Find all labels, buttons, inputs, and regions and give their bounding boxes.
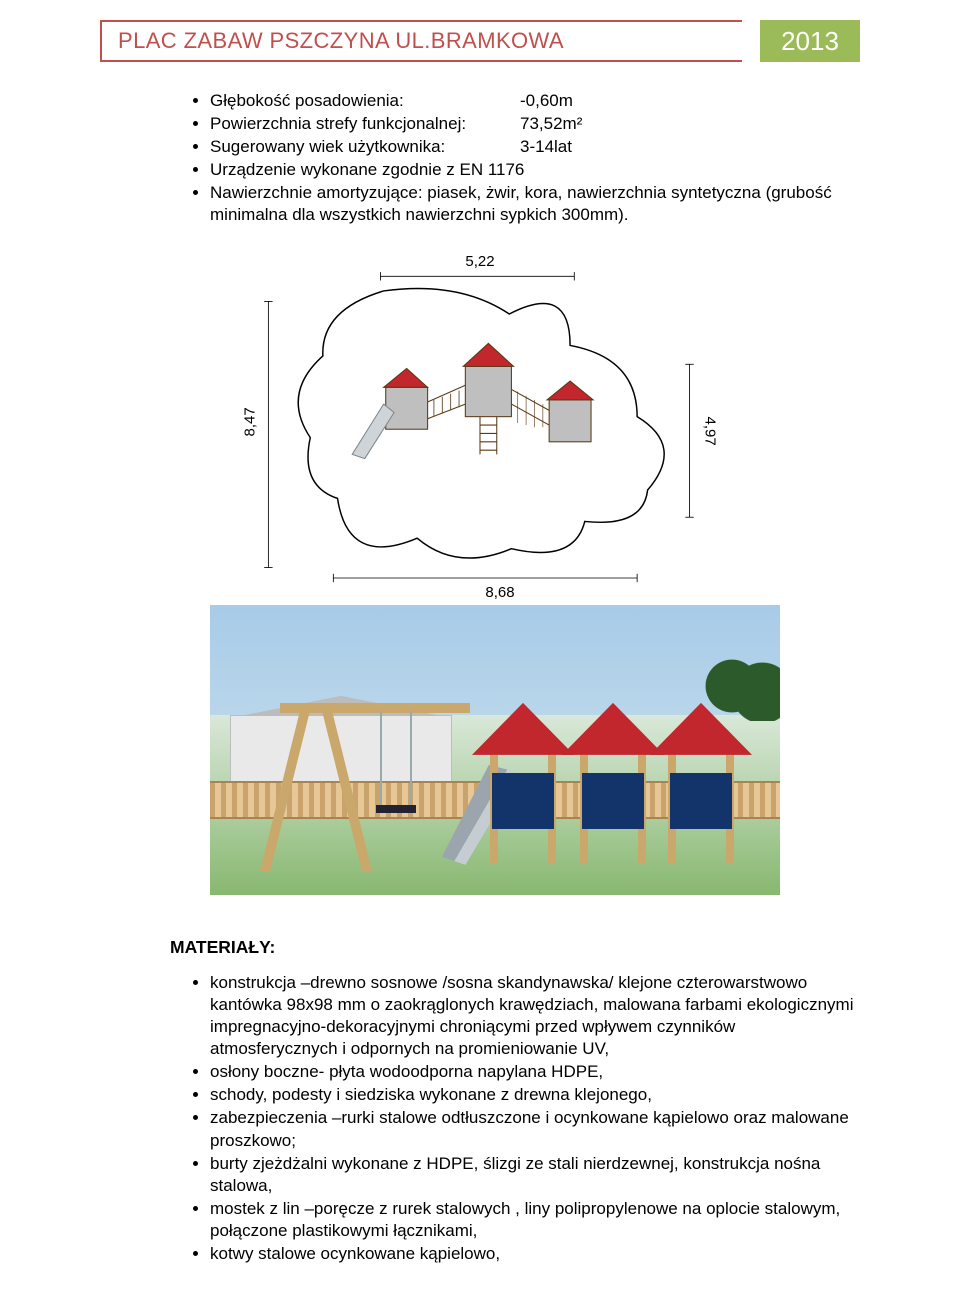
materials-item: zabezpieczenia –rurki stalowe odtłuszczo… bbox=[210, 1107, 860, 1151]
header-year-value: 2013 bbox=[781, 26, 839, 57]
plan-diagram: 5,22 8,47 bbox=[240, 253, 720, 601]
dim-bottom: 8,68 bbox=[240, 584, 720, 601]
dim-right: 4,97 bbox=[702, 417, 719, 437]
materials-item: kotwy stalowe ocynkowane kąpielowo, bbox=[210, 1243, 860, 1265]
spec-area-value: 73,52m² bbox=[520, 113, 582, 135]
spec-item-area: Powierzchnia strefy funkcjonalnej: 73,52… bbox=[210, 113, 860, 135]
spec-item-norm: Urządzenie wykonane zgodnie z EN 1176 bbox=[210, 159, 860, 181]
header-year-box: 2013 bbox=[742, 20, 860, 62]
materials-item: konstrukcja –drewno sosnowe /sosna skand… bbox=[210, 972, 860, 1060]
spec-age-label: Sugerowany wiek użytkownika: bbox=[210, 136, 520, 158]
playground-photo bbox=[210, 605, 780, 895]
materials-list: konstrukcja –drewno sosnowe /sosna skand… bbox=[100, 972, 860, 1265]
header-title-text: PLAC ZABAW PSZCZYNA UL.BRAMKOWA bbox=[118, 28, 564, 54]
page-header: PLAC ZABAW PSZCZYNA UL.BRAMKOWA 2013 bbox=[100, 20, 860, 62]
plan-svg bbox=[260, 270, 700, 584]
spec-depth-label: Głębokość posadowienia: bbox=[210, 90, 520, 112]
materials-item: mostek z lin –poręcze z rurek stalowych … bbox=[210, 1198, 860, 1242]
specifications-list: Głębokość posadowienia: -0,60m Powierzch… bbox=[100, 90, 860, 227]
dim-top: 5,22 bbox=[240, 253, 720, 270]
safety-zone bbox=[298, 288, 664, 558]
materials-item: schody, podesty i siedziska wykonane z d… bbox=[210, 1084, 860, 1106]
spec-area-label: Powierzchnia strefy funkcjonalnej: bbox=[210, 113, 520, 135]
spec-item-surface: Nawierzchnie amortyzujące: piasek, żwir,… bbox=[210, 182, 860, 226]
materials-item: burty zjeżdżalni wykonane z HDPE, ślizgi… bbox=[210, 1153, 860, 1197]
header-title-box: PLAC ZABAW PSZCZYNA UL.BRAMKOWA bbox=[100, 20, 742, 62]
spec-depth-value: -0,60m bbox=[520, 90, 573, 112]
spec-item-depth: Głębokość posadowienia: -0,60m bbox=[210, 90, 860, 112]
spec-item-age: Sugerowany wiek użytkownika: 3-14lat bbox=[210, 136, 860, 158]
dim-left: 8,47 bbox=[242, 417, 259, 437]
materials-item: osłony boczne- płyta wodoodporna napylan… bbox=[210, 1061, 860, 1083]
materials-heading: MATERIAŁY: bbox=[170, 937, 860, 958]
document-page: PLAC ZABAW PSZCZYNA UL.BRAMKOWA 2013 Głę… bbox=[0, 0, 960, 1306]
spec-age-value: 3-14lat bbox=[520, 136, 572, 158]
